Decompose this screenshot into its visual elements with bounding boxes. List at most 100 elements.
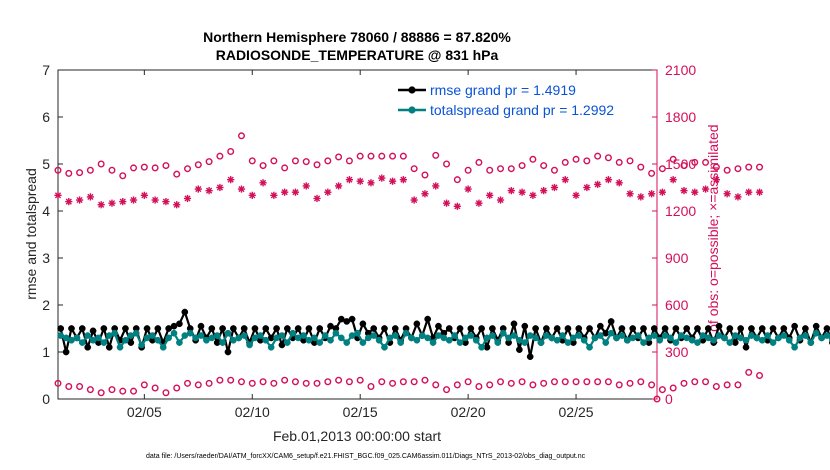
rmse-point bbox=[478, 325, 485, 332]
obs-possible-point bbox=[734, 381, 742, 389]
obs-possible-point bbox=[205, 158, 213, 166]
obs-assimilated-point bbox=[259, 179, 267, 187]
obs-possible-point bbox=[54, 379, 62, 387]
obs-assimilated-point bbox=[97, 201, 105, 209]
obs-assimilated-point bbox=[108, 199, 116, 207]
obs-assimilated-stroke bbox=[508, 187, 515, 194]
obs-possible-point bbox=[648, 381, 656, 389]
obs-possible-point bbox=[680, 162, 688, 170]
y-tick-label: 3 bbox=[42, 250, 50, 266]
totalspread-point bbox=[283, 339, 291, 346]
obs-assimilated-stroke bbox=[216, 184, 223, 191]
obs-assimilated-stroke bbox=[108, 200, 116, 207]
obs-assimilated-stroke bbox=[724, 190, 731, 197]
obs-possible-point bbox=[378, 378, 386, 386]
rmse-point bbox=[224, 348, 232, 356]
obs-possible-point bbox=[464, 378, 472, 386]
obs-assimilated-point bbox=[518, 188, 526, 196]
obs-possible-point bbox=[443, 160, 451, 168]
rmse-point bbox=[348, 315, 356, 323]
obs-possible-point bbox=[194, 161, 202, 169]
rmse-point bbox=[607, 318, 615, 325]
legend-spread-label: totalspread grand pr = 1.2992 bbox=[430, 102, 614, 118]
obs-possible-point bbox=[550, 378, 558, 386]
totalspread-point bbox=[165, 334, 172, 342]
obs-assimilated-point bbox=[248, 191, 256, 199]
obs-possible-point bbox=[653, 395, 661, 403]
totalspread-point bbox=[467, 332, 475, 339]
obs-assimilated-stroke bbox=[616, 179, 623, 186]
obs-assimilated-point bbox=[237, 185, 246, 193]
obs-assimilated-stroke bbox=[98, 201, 105, 208]
obs-assimilated-stroke bbox=[270, 192, 277, 199]
marks bbox=[54, 132, 830, 403]
totalspread-point bbox=[397, 339, 405, 346]
obs-assimilated-point bbox=[345, 176, 354, 184]
rmse-point bbox=[510, 320, 518, 328]
obs-assimilated-stroke bbox=[313, 195, 321, 202]
rmse-point bbox=[251, 325, 259, 332]
legend-box bbox=[392, 76, 650, 120]
obs-possible-point bbox=[497, 378, 505, 386]
obs-assimilated-stroke bbox=[648, 190, 655, 197]
totalspread-point bbox=[267, 343, 275, 351]
obs-assimilated-point bbox=[432, 182, 440, 190]
obs-possible-point bbox=[723, 166, 731, 174]
rmse-point bbox=[629, 325, 637, 332]
obs-assimilated-point bbox=[701, 185, 710, 193]
rmse-point bbox=[316, 325, 324, 332]
y-axis-label: rmse and totalspread bbox=[23, 168, 39, 300]
chart-title: Northern Hemisphere 78060 / 88886 = 87.8… bbox=[203, 29, 511, 45]
obs-possible-point bbox=[572, 155, 580, 163]
rmse-point bbox=[489, 325, 496, 332]
obs-assimilated-point bbox=[75, 196, 84, 204]
totalspread-point bbox=[656, 336, 664, 344]
totalspread-point bbox=[132, 329, 140, 337]
obs-assimilated-point bbox=[712, 176, 720, 184]
totalspread-point bbox=[262, 336, 270, 344]
obs-assimilated-point bbox=[421, 190, 429, 198]
rmse-point bbox=[181, 308, 189, 316]
obs-possible-point bbox=[345, 378, 353, 386]
totalspread-point bbox=[359, 339, 367, 346]
rmse-point bbox=[359, 320, 367, 328]
obs-possible-point bbox=[518, 378, 526, 386]
obs-possible-point bbox=[130, 164, 138, 172]
obs-possible-point bbox=[680, 379, 688, 387]
obs-assimilated-point bbox=[723, 190, 731, 198]
totalspread-point bbox=[537, 339, 545, 346]
obs-possible-point bbox=[453, 381, 461, 389]
rmse-point bbox=[672, 325, 680, 332]
obs-possible-point bbox=[540, 379, 548, 387]
obs-assimilated-stroke bbox=[238, 185, 245, 193]
obs-possible-point bbox=[615, 158, 623, 166]
obs-assimilated-point bbox=[378, 174, 386, 182]
obs-possible-point bbox=[140, 381, 148, 389]
rmse-point bbox=[516, 346, 523, 353]
totalspread-point bbox=[710, 336, 718, 344]
totalspread-point bbox=[343, 339, 351, 346]
obs-assimilated-stroke bbox=[173, 201, 180, 208]
obs-possible-point bbox=[637, 163, 645, 171]
obs-possible-point bbox=[604, 378, 612, 386]
obs-possible-point bbox=[335, 376, 343, 384]
obs-possible-point bbox=[669, 155, 677, 163]
obs-possible-point bbox=[507, 379, 515, 387]
obs-possible-point bbox=[335, 153, 343, 161]
rmse-point bbox=[78, 325, 86, 332]
obs-assimilated-stroke bbox=[346, 176, 353, 183]
obs-possible-point bbox=[227, 376, 235, 384]
totalspread-point bbox=[521, 339, 529, 346]
totalspread-point bbox=[769, 339, 777, 346]
rmse-point bbox=[445, 325, 453, 332]
obs-assimilated-stroke bbox=[529, 192, 536, 199]
rmse-point bbox=[737, 325, 744, 332]
obs-assimilated-point bbox=[270, 191, 278, 199]
totalspread-point bbox=[78, 339, 86, 346]
obs-possible-point bbox=[184, 165, 192, 173]
rmse-point bbox=[780, 325, 788, 332]
rmse-point bbox=[791, 322, 798, 330]
totalspread-point bbox=[316, 339, 324, 346]
totalspread-point bbox=[402, 329, 410, 337]
totalspread-point bbox=[494, 339, 502, 346]
